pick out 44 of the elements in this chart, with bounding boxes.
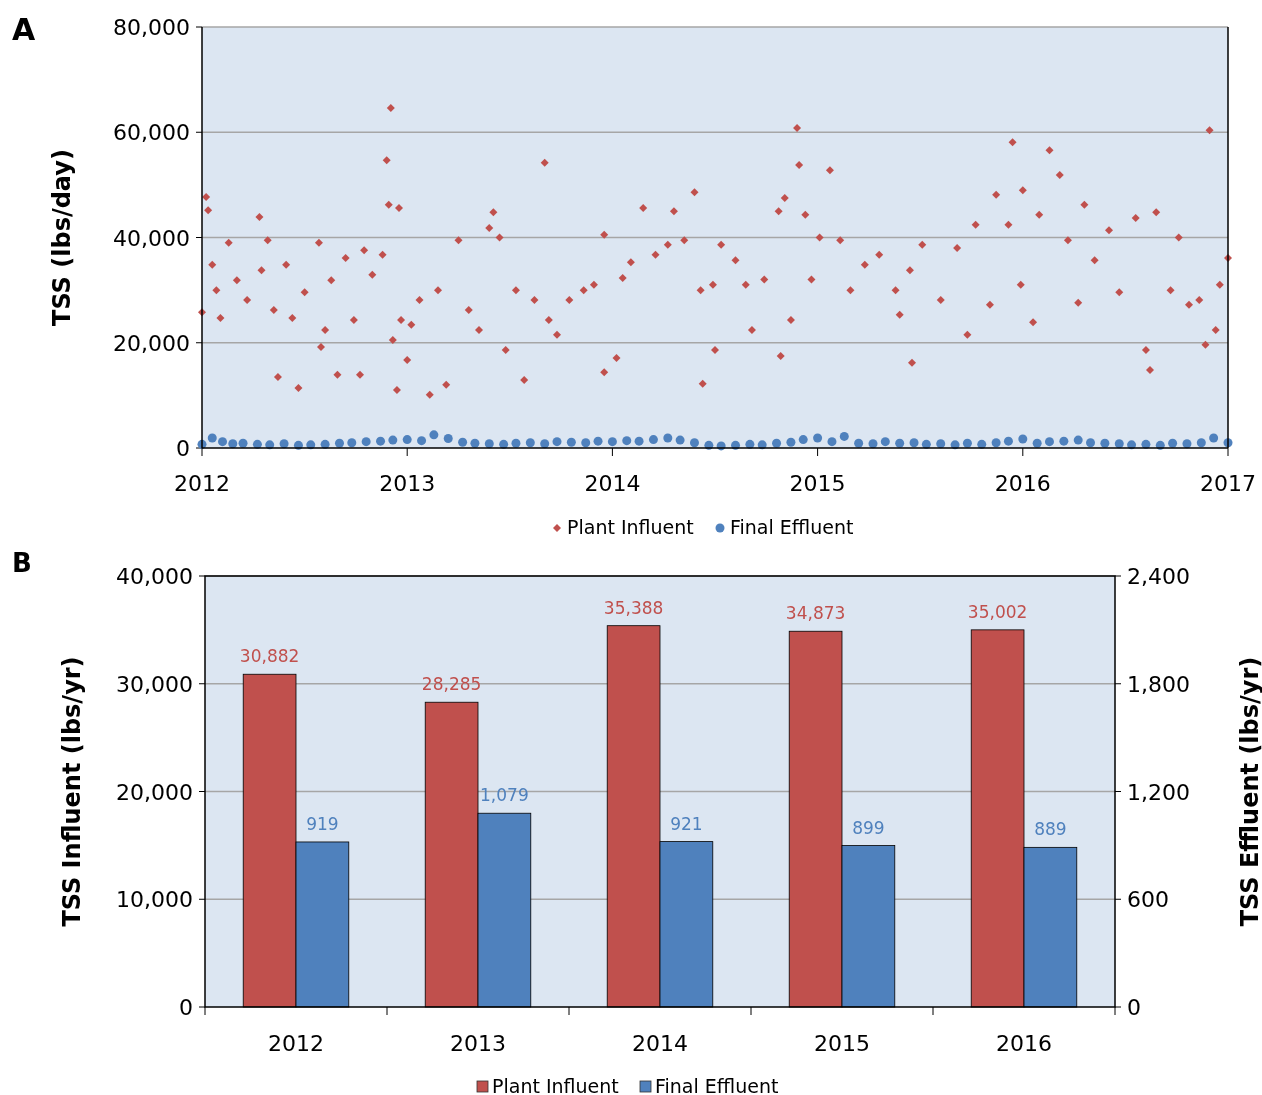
chart-title: B (12, 548, 32, 578)
x-tick-label: 2013 (450, 1031, 506, 1056)
data-label: 889 (1034, 819, 1067, 840)
data-label: 921 (670, 813, 703, 834)
y-tick-label: 60,000 (113, 120, 190, 146)
y-tick-label: 40,000 (116, 564, 193, 589)
x-tick-label: 2015 (789, 471, 846, 496)
data-label: 919 (306, 813, 339, 834)
data-label: 899 (852, 817, 885, 838)
y-tick-label: 10,000 (116, 887, 193, 913)
x-tick-label: 2015 (814, 1031, 870, 1056)
legend-label: Final Effluent (655, 1075, 779, 1095)
y2-tick-label: 2,400 (1127, 564, 1190, 589)
x-tick-label: 2012 (268, 1031, 324, 1056)
data-label: 35,388 (603, 597, 664, 618)
x-tick-label: 2013 (379, 471, 436, 496)
x-tick-label: 2017 (1200, 471, 1256, 496)
x-tick-label: 2012 (174, 471, 230, 496)
y2-tick-label: 1,800 (1127, 671, 1190, 697)
y-tick-label: 80,000 (113, 15, 190, 40)
x-tick-label: 2016 (996, 1031, 1052, 1056)
y-tick-label: 0 (179, 995, 193, 1020)
legend-label: Plant Influent (567, 516, 694, 538)
y2-tick-label: 0 (1127, 995, 1141, 1020)
y-tick-label: 20,000 (116, 779, 193, 805)
data-label: 28,285 (421, 674, 482, 695)
y-axis-title: TSS Influent (lbs/yr) (58, 656, 86, 927)
chart-title: A (12, 12, 36, 47)
y2-tick-label: 600 (1127, 887, 1169, 913)
data-label: 1,079 (480, 785, 529, 806)
data-label: 35,002 (967, 601, 1028, 622)
data-label: 30,882 (239, 646, 300, 667)
y-tick-label: 0 (176, 436, 190, 461)
y-axis-title: TSS (lbs/day) (48, 149, 76, 326)
y-tick-label: 30,000 (116, 671, 193, 697)
x-tick-label: 2014 (632, 1031, 688, 1056)
y-tick-label: 40,000 (113, 225, 190, 251)
legend-label: Plant Influent (492, 1075, 619, 1095)
x-tick-label: 2016 (994, 471, 1051, 496)
data-label: 34,873 (785, 603, 846, 624)
x-tick-label: 2014 (584, 471, 641, 496)
legend-label: Final Effluent (730, 516, 854, 538)
y-tick-label: 20,000 (113, 330, 190, 356)
y2-tick-label: 1,200 (1127, 779, 1190, 805)
